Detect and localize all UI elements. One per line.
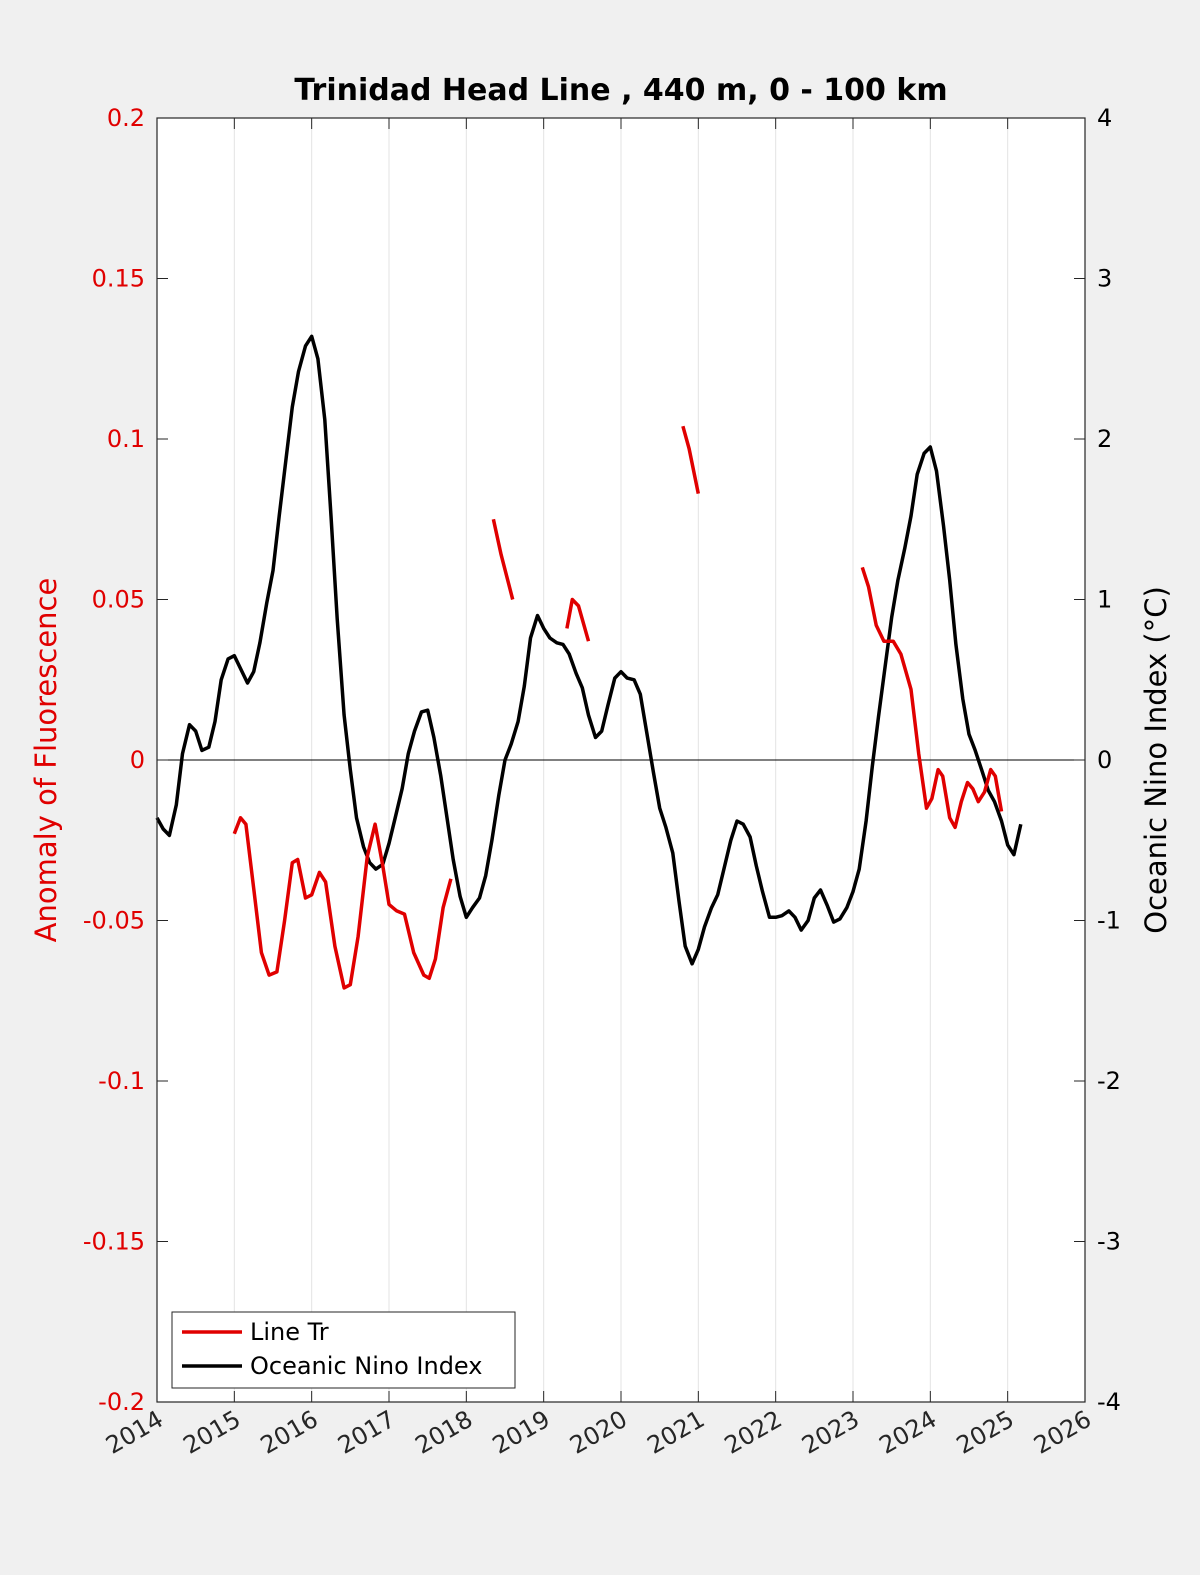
x-tick-label: 2024: [874, 1405, 941, 1460]
legend-label-oni: Oceanic Nino Index: [250, 1352, 482, 1380]
left-y-tick-label: 0.2: [107, 104, 145, 132]
line-tr-series-segment-3: [681, 425, 701, 494]
left-y-tick-label: -0.2: [98, 1388, 145, 1416]
right-y-tick-label: -3: [1097, 1228, 1121, 1256]
left-y-tick-label: -0.05: [83, 907, 145, 935]
line-tr-series-segment-4: [860, 566, 1004, 830]
x-tick-label: 2021: [642, 1405, 709, 1460]
right-y-tick-label: -2: [1097, 1067, 1121, 1095]
line-tr-series-segment-2: [565, 597, 591, 642]
x-tick-label: 2020: [565, 1405, 632, 1460]
legend-label-line-tr: Line Tr: [250, 1318, 329, 1346]
x-tick-label: 2016: [256, 1405, 323, 1460]
left-y-tick-label: 0.05: [92, 586, 145, 614]
chart-title: Trinidad Head Line , 440 m, 0 - 100 km: [294, 73, 947, 108]
left-y-tick-label: 0: [130, 746, 145, 774]
x-tick-label: 2025: [952, 1405, 1019, 1460]
legend-box: [171, 1311, 516, 1389]
left-y-tick-label: -0.15: [83, 1228, 145, 1256]
left-y-tick-label: 0.15: [92, 265, 145, 293]
oni-series-segment-0: [155, 334, 1023, 966]
left-y-axis-label: Anomaly of Fluorescence: [29, 578, 63, 943]
left-y-tick-label: 0.1: [107, 425, 145, 453]
right-y-tick-label: -4: [1097, 1388, 1121, 1416]
x-tick-label: 2017: [333, 1405, 400, 1460]
x-tick-label: 2018: [410, 1405, 477, 1460]
right-y-tick-label: 0: [1097, 746, 1112, 774]
x-tick-label: 2019: [488, 1405, 555, 1460]
x-tick-label: 2022: [720, 1405, 787, 1460]
series-layer: [155, 334, 1023, 990]
left-y-tick-label: -0.1: [98, 1067, 145, 1095]
line-tr-series-segment-0: [232, 816, 453, 990]
x-tick-label: 2026: [1029, 1405, 1096, 1460]
right-y-tick-label: 2: [1097, 425, 1112, 453]
right-y-tick-label: 1: [1097, 586, 1112, 614]
x-tick-label: 2015: [178, 1405, 245, 1460]
right-y-axis-label: Oceanic Nino Index (°C): [1139, 586, 1173, 934]
line-tr-series-segment-1: [491, 518, 515, 600]
legend: Line Tr Oceanic Nino Index: [171, 1311, 516, 1389]
right-y-tick-label: 4: [1097, 104, 1112, 132]
x-tick-label: 2023: [797, 1405, 864, 1460]
right-y-tick-label: 3: [1097, 265, 1112, 293]
right-y-tick-label: -1: [1097, 907, 1121, 935]
